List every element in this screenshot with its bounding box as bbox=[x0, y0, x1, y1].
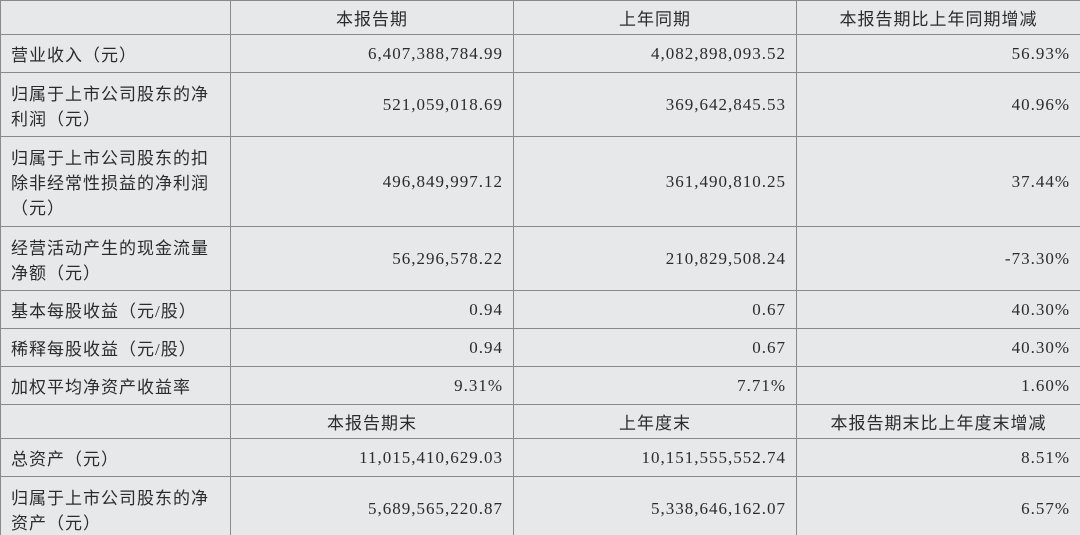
cell-value: 56.93% bbox=[797, 35, 1080, 73]
cell-value: 40.30% bbox=[797, 329, 1080, 367]
cell-value: 11,015,410,629.03 bbox=[231, 439, 514, 477]
cell-value: 9.31% bbox=[231, 367, 514, 405]
cell-value: 4,082,898,093.52 bbox=[514, 35, 797, 73]
table-row: 归属于上市公司股东的净资产（元）5,689,565,220.875,338,64… bbox=[1, 477, 1080, 535]
row-label: 归属于上市公司股东的净资产（元） bbox=[1, 477, 231, 535]
table-row: 经营活动产生的现金流量净额（元）56,296,578.22210,829,508… bbox=[1, 227, 1080, 291]
table-row: 归属于上市公司股东的净利润（元）521,059,018.69369,642,84… bbox=[1, 73, 1080, 137]
cell-value: 40.96% bbox=[797, 73, 1080, 137]
financial-table: 本报告期上年同期本报告期比上年同期增减营业收入（元）6,407,388,784.… bbox=[0, 0, 1080, 535]
cell-value: 6.57% bbox=[797, 477, 1080, 535]
cell-value: 37.44% bbox=[797, 137, 1080, 227]
table-row: 总资产（元）11,015,410,629.0310,151,555,552.74… bbox=[1, 439, 1080, 477]
cell-value: 1.60% bbox=[797, 367, 1080, 405]
row-label: 营业收入（元） bbox=[1, 35, 231, 73]
cell-value: 5,338,646,162.07 bbox=[514, 477, 797, 535]
row-label: 基本每股收益（元/股） bbox=[1, 291, 231, 329]
cell-value: -73.30% bbox=[797, 227, 1080, 291]
cell-value: 361,490,810.25 bbox=[514, 137, 797, 227]
cell-value: 0.67 bbox=[514, 291, 797, 329]
column-header: 本报告期 bbox=[231, 1, 514, 35]
header-blank bbox=[1, 1, 231, 35]
cell-value: 521,059,018.69 bbox=[231, 73, 514, 137]
table-row: 归属于上市公司股东的扣除非经常性损益的净利润（元）496,849,997.123… bbox=[1, 137, 1080, 227]
cell-value: 0.67 bbox=[514, 329, 797, 367]
cell-value: 6,407,388,784.99 bbox=[231, 35, 514, 73]
row-label: 总资产（元） bbox=[1, 439, 231, 477]
cell-value: 369,642,845.53 bbox=[514, 73, 797, 137]
cell-value: 5,689,565,220.87 bbox=[231, 477, 514, 535]
row-label: 稀释每股收益（元/股） bbox=[1, 329, 231, 367]
cell-value: 7.71% bbox=[514, 367, 797, 405]
column-header: 本报告期末比上年度末增减 bbox=[797, 405, 1080, 439]
column-header: 本报告期末 bbox=[231, 405, 514, 439]
cell-value: 0.94 bbox=[231, 329, 514, 367]
column-header: 上年度末 bbox=[514, 405, 797, 439]
table-row: 加权平均净资产收益率9.31%7.71%1.60% bbox=[1, 367, 1080, 405]
cell-value: 0.94 bbox=[231, 291, 514, 329]
row-label: 归属于上市公司股东的净利润（元） bbox=[1, 73, 231, 137]
cell-value: 8.51% bbox=[797, 439, 1080, 477]
column-header: 上年同期 bbox=[514, 1, 797, 35]
table-header-row: 本报告期末上年度末本报告期末比上年度末增减 bbox=[1, 405, 1080, 439]
cell-value: 10,151,555,552.74 bbox=[514, 439, 797, 477]
cell-value: 496,849,997.12 bbox=[231, 137, 514, 227]
table-header-row: 本报告期上年同期本报告期比上年同期增减 bbox=[1, 1, 1080, 35]
column-header: 本报告期比上年同期增减 bbox=[797, 1, 1080, 35]
table-row: 稀释每股收益（元/股）0.940.6740.30% bbox=[1, 329, 1080, 367]
cell-value: 40.30% bbox=[797, 291, 1080, 329]
table-row: 基本每股收益（元/股）0.940.6740.30% bbox=[1, 291, 1080, 329]
row-label: 经营活动产生的现金流量净额（元） bbox=[1, 227, 231, 291]
cell-value: 56,296,578.22 bbox=[231, 227, 514, 291]
table-row: 营业收入（元）6,407,388,784.994,082,898,093.525… bbox=[1, 35, 1080, 73]
row-label: 归属于上市公司股东的扣除非经常性损益的净利润（元） bbox=[1, 137, 231, 227]
row-label: 加权平均净资产收益率 bbox=[1, 367, 231, 405]
cell-value: 210,829,508.24 bbox=[514, 227, 797, 291]
header-blank bbox=[1, 405, 231, 439]
